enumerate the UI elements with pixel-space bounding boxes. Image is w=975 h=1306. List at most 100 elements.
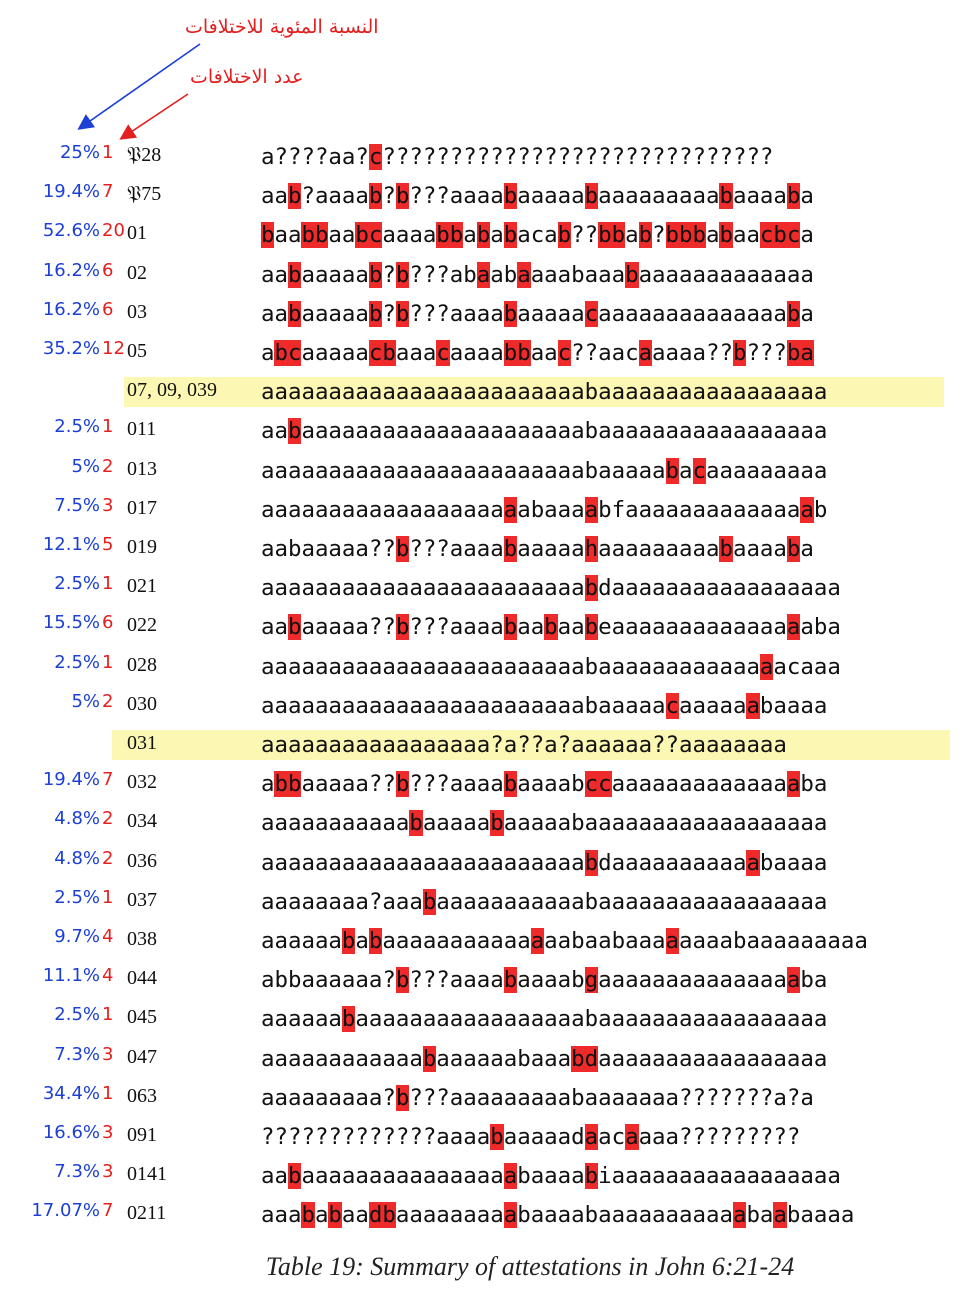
variant-reading-cell: a [665,928,680,954]
table-row: 7.3% 3 0141 aabaaaaaaaaaaaaaaaabaaaabiaaaaa… [0,1159,975,1195]
reading-sequence: aabaaaaaaaaaaaaaaaaaaaaabaaaaaaaaaaaaaaa… [261,418,828,445]
variation-count: 2 [102,847,114,869]
manuscript-id: 063 [127,1084,157,1107]
variation-percentage: 5% [71,455,100,477]
table-row: 2.5% 1 045 aaaaaabaaaaaaaaaaaaaaaaabaaaaaaa… [0,1002,975,1038]
variant-reading-cell: b [544,614,558,641]
table-row: 7.5% 3 017 aaaaaaaaaaaaaaaaaaaabaaaabfaaaaa… [0,493,975,529]
variant-reading-cell: a [786,771,801,798]
manuscript-id: 011 [127,418,157,441]
variation-count: 7 [102,181,114,203]
variation-percentage: 19.4% [42,769,100,791]
variant-reading-cell: b [274,340,288,366]
variant-reading-cell: b [287,614,302,641]
table-row: 4.8% 2 036 aaaaaaaaaaaaaaaaaaaaaaaabdaaaaaa… [0,846,975,882]
variant-reading-cell: b [261,222,275,249]
variation-percentage: 2.5% [54,886,100,908]
percentage-annotation: النسبة المئوية للاختلافات [185,16,379,38]
variation-percentage: 9.7% [54,926,100,947]
variation-count: 1 [102,573,114,595]
variation-percentage: 2.5% [54,573,100,595]
variant-reading-cell: b [503,183,518,210]
variant-reading-cell: a [773,1202,787,1229]
manuscript-id: 02 [127,261,147,284]
table-row: 11.1% 4 044 abbaaaaaa?b???aaaabaaaabgaaaaaa… [0,963,975,999]
variation-count: 6 [102,612,114,634]
variant-reading-cell: b [287,1163,302,1190]
variation-percentage: 52.6% [42,220,100,242]
table-row: 12.1% 5 019 aabaaaaa??b???aaaabaaaaahaaaaaa… [0,532,975,568]
variation-percentage: 4.8% [54,808,100,830]
variation-count: 2 [102,690,114,712]
variant-reading-cell: c [598,771,612,798]
variant-reading-cell: b [638,222,653,249]
variant-reading-cell: b [382,1202,396,1229]
variant-reading-cell: c [692,457,706,484]
manuscript-id: 022 [127,614,157,637]
variant-reading-cell: b [786,183,801,210]
manuscript-id: 038 [127,928,157,950]
variant-reading-cell: b [287,300,302,327]
reading-sequence: aaaaaaaa?aaabaaaaaaaaaaabaaaaaaaaaaaaaaa… [261,888,828,915]
variant-reading-cell: b [503,300,518,327]
variant-reading-cell: b [719,183,733,210]
variant-reading-cell: a [759,653,774,680]
variant-reading-cell: c [759,222,774,249]
variant-reading-cell: b [786,300,801,327]
variant-reading-cell: b [287,418,302,445]
variant-reading-cell: h [584,536,599,562]
reading-sequence: aaaaaaaaaaaaaaaaaaaaaaaabdaaaaaaaaaaaaaa… [261,575,841,602]
variation-percentage: 19.4% [42,181,100,203]
reading-sequence: abcaaaaacbaaacaaaabbaac??aacaaaaa??b???b… [261,340,814,366]
manuscript-id: 0211 [127,1202,167,1225]
variant-reading-cell: b [503,771,518,798]
variant-reading-cell: b [341,1006,356,1033]
variation-count: 1 [102,886,114,908]
manuscript-id: 𝔓75 [127,183,162,206]
variation-count: 1 [102,1004,114,1026]
table-row: 35.2% 12 05 abcaaaaacbaaacaaaabbaac??aacaaa… [0,336,975,372]
variation-count: 4 [102,926,114,947]
reading-sequence: aabaaaaaaaaaaaaaaaabaaaabiaaaaaaaaaaaaaa… [261,1163,841,1190]
variation-count: 6 [102,259,114,281]
variant-reading-cell: b [503,222,518,249]
reading-sequence: ?????????????aaaabaaaaadaacaaaa????????? [261,1124,801,1150]
variant-reading-cell: b [490,1124,504,1150]
variation-percentage: 2.5% [54,1004,100,1026]
variant-reading-cell: a [517,261,531,288]
variant-reading-cell: b [719,222,733,249]
variant-reading-cell: c [368,340,383,366]
variant-reading-cell: b [503,967,518,994]
manuscript-id: 036 [127,849,157,872]
variant-reading-cell: c [287,340,302,366]
manuscript-id: 045 [127,1006,157,1029]
variation-percentage: 17.07% [31,1200,100,1222]
variant-reading-cell: b [625,261,639,288]
variation-percentage: 15.5% [42,612,100,634]
variant-reading-cell: b [395,771,410,798]
variant-reading-cell: b [786,536,801,562]
variant-reading-cell: a [732,1202,747,1229]
variant-reading-cell: a [800,496,814,523]
manuscript-id: 044 [127,967,157,990]
variant-reading-cell: c [665,692,680,719]
variation-percentage: 7.5% [54,494,100,516]
variant-reading-cell: c [436,340,450,366]
percent-arrow [77,43,201,130]
reading-sequence: abbaaaaa??b???aaaabaaaabccaaaaaaaaaaaaaa… [261,771,828,798]
manuscript-id: 019 [127,536,157,558]
table-row: 07, 09, 039 aaaaaaaaaaaaaaaaaaaaaaaabaaaa… [0,375,975,411]
reading-sequence: aaaaaababaaaaaaaaaaaaaabaabaaaaaaaabaaaa… [261,928,868,954]
variant-reading-cell: a [786,967,801,994]
variant-reading-cell: a [625,1124,639,1150]
variant-reading-cell: c [584,300,599,327]
variation-count: 4 [102,965,114,987]
variation-percentage: 2.5% [54,416,100,438]
reading-sequence: aaaaaaaaaaaaaaaaaaaaaaaabaaaaabacaaaaaaa… [261,457,828,484]
variation-count: 1 [102,1082,114,1104]
variant-reading-cell: b [557,222,572,249]
variation-percentage: 7.3% [54,1043,100,1065]
manuscript-id: 030 [127,692,157,715]
variant-reading-cell: a [786,614,801,641]
variant-reading-cell: b [584,1163,599,1190]
